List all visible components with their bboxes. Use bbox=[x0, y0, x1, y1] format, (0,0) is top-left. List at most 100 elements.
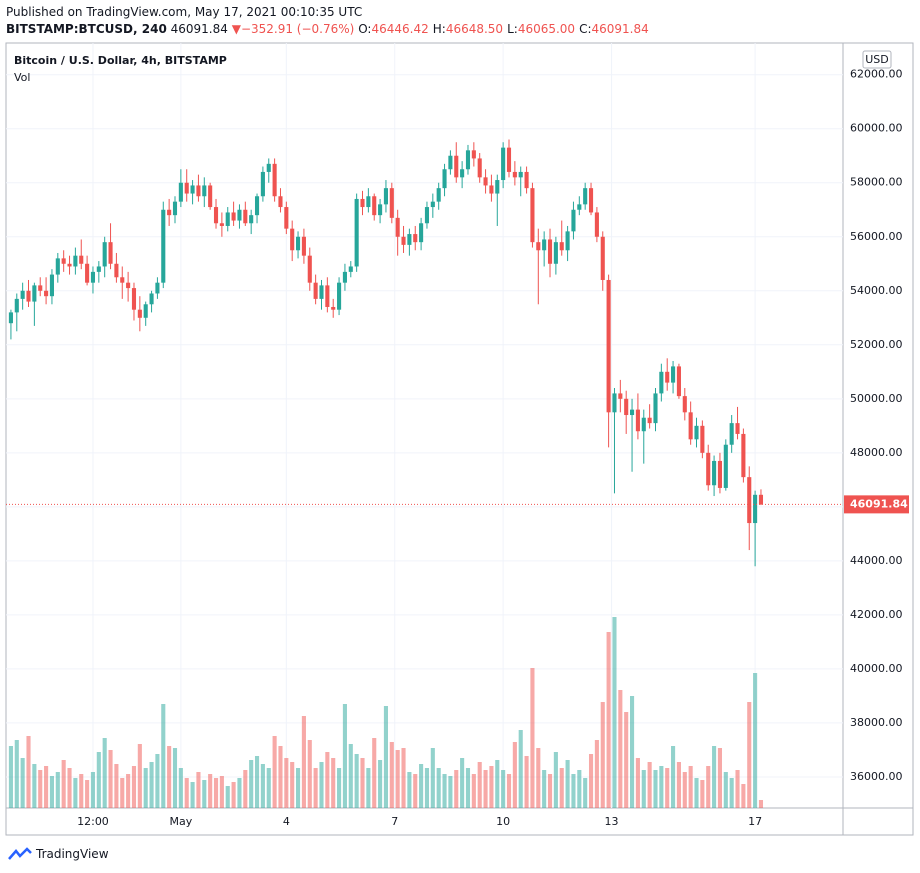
volume-bar bbox=[79, 774, 84, 808]
candle-body bbox=[676, 366, 681, 397]
candle-body bbox=[753, 494, 758, 524]
candle-body bbox=[325, 285, 330, 307]
candle-body bbox=[155, 282, 160, 294]
candle-body bbox=[290, 228, 295, 251]
candle-body bbox=[524, 171, 529, 189]
volume-bar bbox=[641, 770, 646, 808]
candle-body bbox=[172, 201, 178, 216]
candle-body bbox=[213, 207, 219, 224]
y-tick-label: 44000.00 bbox=[850, 554, 903, 567]
candle-body bbox=[729, 423, 734, 445]
candle-body bbox=[254, 196, 260, 216]
volume-bar bbox=[630, 696, 635, 808]
candle-body bbox=[489, 185, 494, 194]
ohlc-key: O: bbox=[358, 22, 372, 36]
candle-body bbox=[571, 209, 576, 232]
candle-body bbox=[465, 150, 471, 170]
candle-body bbox=[366, 196, 371, 208]
volume-bar bbox=[67, 768, 72, 808]
volume-bar bbox=[635, 758, 640, 808]
volume-bar bbox=[424, 768, 430, 808]
y-tick-label: 38000.00 bbox=[850, 716, 903, 729]
candle-body bbox=[389, 188, 394, 218]
volume-bar bbox=[665, 768, 670, 808]
volume-bar bbox=[120, 778, 125, 808]
footer: TradingView bbox=[8, 847, 109, 861]
volume-bar bbox=[407, 772, 412, 808]
candle-body bbox=[682, 396, 687, 413]
symbol: BITSTAMP:BTCUSD, 240 bbox=[6, 22, 167, 36]
volume-bar bbox=[126, 774, 131, 808]
currency: USD bbox=[865, 53, 889, 66]
candle-body bbox=[577, 204, 582, 210]
candle-body bbox=[354, 198, 359, 267]
candle-body bbox=[559, 242, 564, 251]
symbol-line: BITSTAMP:BTCUSD, 240 46091.84 ▼−352.91 (… bbox=[6, 22, 653, 36]
candle-body bbox=[600, 236, 605, 280]
volume-bar bbox=[717, 748, 722, 808]
candle-body bbox=[495, 180, 500, 194]
volume-bar bbox=[741, 784, 746, 808]
volume-bar bbox=[512, 742, 517, 808]
volume-bar bbox=[460, 758, 465, 808]
volume-bar bbox=[266, 768, 271, 808]
candle-body bbox=[378, 204, 383, 216]
candle-body bbox=[55, 258, 60, 275]
volume-bar bbox=[688, 766, 693, 808]
candle-body bbox=[741, 433, 746, 478]
brand: TradingView bbox=[36, 847, 109, 861]
candle-body bbox=[383, 188, 388, 205]
candle-body bbox=[296, 236, 301, 251]
x-tick-label: May bbox=[169, 815, 192, 828]
candle-body bbox=[460, 169, 465, 178]
volume-bar bbox=[342, 704, 347, 808]
candle-body bbox=[178, 182, 183, 202]
volume-bar bbox=[354, 754, 359, 808]
volume-bar bbox=[331, 758, 336, 808]
price: 46091.84 bbox=[170, 22, 228, 36]
y-tick-label: 56000.00 bbox=[850, 230, 903, 243]
volume-bar bbox=[73, 778, 78, 808]
volume-bar bbox=[489, 766, 494, 808]
candle-body bbox=[131, 288, 137, 310]
candle-body bbox=[231, 212, 236, 221]
volume-bar bbox=[20, 758, 25, 808]
currency-box[interactable] bbox=[862, 50, 892, 69]
volume-bar bbox=[612, 617, 617, 808]
volume-bar bbox=[96, 752, 101, 808]
volume-bar bbox=[114, 764, 119, 808]
last-price-label: 46091.84 bbox=[850, 497, 908, 510]
volume-bar bbox=[348, 744, 353, 808]
candle-body bbox=[706, 452, 711, 486]
candle-body bbox=[102, 242, 107, 267]
candle-body bbox=[723, 444, 728, 488]
volume-bar bbox=[178, 768, 183, 808]
volume-bar bbox=[565, 760, 570, 808]
volume-bar bbox=[172, 748, 178, 808]
candle-body bbox=[249, 215, 254, 224]
candle-body bbox=[137, 309, 142, 318]
frame bbox=[5, 42, 914, 836]
candle-body bbox=[44, 290, 49, 297]
candle-body bbox=[624, 398, 629, 416]
candle-body bbox=[342, 271, 347, 283]
candle-body bbox=[659, 371, 664, 394]
candle-body bbox=[219, 223, 224, 226]
volume-bar bbox=[137, 744, 142, 808]
volume-bar bbox=[559, 768, 564, 808]
candle-body bbox=[20, 290, 25, 299]
volume-bar bbox=[319, 762, 324, 808]
candle-body bbox=[225, 212, 230, 226]
volume-bar bbox=[167, 746, 172, 808]
volume-bar bbox=[588, 754, 594, 808]
candle-body bbox=[471, 150, 476, 159]
volume-bar bbox=[530, 668, 535, 808]
candle-body bbox=[79, 255, 84, 264]
volume-bar bbox=[653, 770, 658, 808]
volume-bar bbox=[706, 766, 711, 808]
candle-body bbox=[331, 306, 336, 310]
x-tick-label: 4 bbox=[283, 815, 290, 828]
change-value: −352.91 (−0.76%) bbox=[240, 22, 355, 36]
candle-body bbox=[149, 293, 154, 305]
volume-bar bbox=[313, 768, 318, 808]
